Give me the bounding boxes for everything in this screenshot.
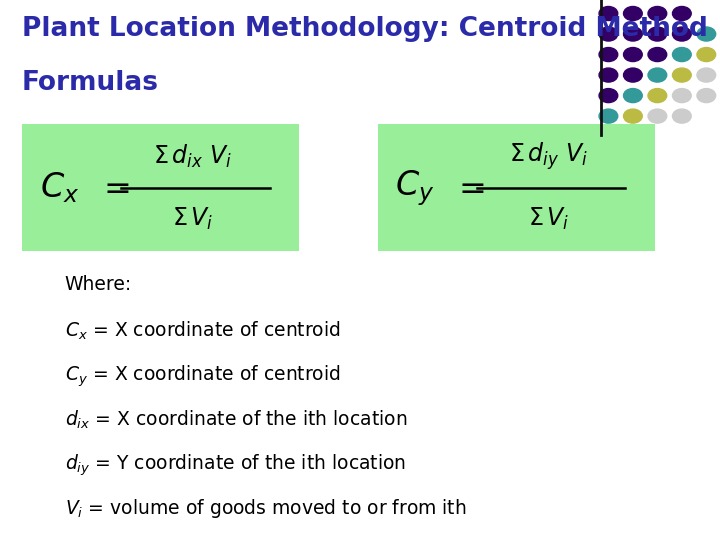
Circle shape xyxy=(599,89,618,103)
Circle shape xyxy=(648,68,667,82)
Circle shape xyxy=(672,89,691,103)
Text: Plant Location Methodology: Centroid Method: Plant Location Methodology: Centroid Met… xyxy=(22,16,708,42)
Circle shape xyxy=(599,68,618,82)
Text: $\Sigma\,d_{iy}\ V_i$: $\Sigma\,d_{iy}\ V_i$ xyxy=(509,140,588,172)
FancyBboxPatch shape xyxy=(378,124,655,251)
Circle shape xyxy=(697,89,716,103)
Text: Formulas: Formulas xyxy=(22,70,158,96)
FancyBboxPatch shape xyxy=(22,124,299,251)
Circle shape xyxy=(697,68,716,82)
Circle shape xyxy=(599,109,618,123)
Text: $C_y$: $C_y$ xyxy=(395,168,434,207)
Text: $V_i$ = volume of goods moved to or from ith: $V_i$ = volume of goods moved to or from… xyxy=(65,497,467,520)
Circle shape xyxy=(624,89,642,103)
Circle shape xyxy=(624,6,642,21)
Text: $d_{ix}$ = X coordinate of the ith location: $d_{ix}$ = X coordinate of the ith locat… xyxy=(65,408,408,430)
Text: $=$: $=$ xyxy=(452,171,485,204)
Text: $=$: $=$ xyxy=(97,171,130,204)
Text: $\Sigma\,V_i$: $\Sigma\,V_i$ xyxy=(528,206,570,232)
Circle shape xyxy=(648,27,667,41)
Text: $\Sigma\,d_{ix}\ V_i$: $\Sigma\,d_{ix}\ V_i$ xyxy=(153,143,233,170)
Text: $C_x$ = X coordinate of centroid: $C_x$ = X coordinate of centroid xyxy=(65,320,341,342)
Circle shape xyxy=(624,109,642,123)
Circle shape xyxy=(672,109,691,123)
Circle shape xyxy=(648,89,667,103)
Text: Where:: Where: xyxy=(65,275,132,294)
Circle shape xyxy=(672,68,691,82)
Circle shape xyxy=(624,27,642,41)
Circle shape xyxy=(599,6,618,21)
Circle shape xyxy=(648,109,667,123)
Circle shape xyxy=(624,48,642,62)
Circle shape xyxy=(599,48,618,62)
Circle shape xyxy=(672,6,691,21)
Text: $C_y$ = X coordinate of centroid: $C_y$ = X coordinate of centroid xyxy=(65,364,341,389)
Text: $C_x$: $C_x$ xyxy=(40,170,79,205)
Circle shape xyxy=(624,68,642,82)
Circle shape xyxy=(697,27,716,41)
Circle shape xyxy=(648,6,667,21)
Circle shape xyxy=(672,27,691,41)
Text: $\Sigma\,V_i$: $\Sigma\,V_i$ xyxy=(172,206,214,232)
Text: $d_{iy}$ = Y coordinate of the ith location: $d_{iy}$ = Y coordinate of the ith locat… xyxy=(65,453,406,478)
Circle shape xyxy=(648,48,667,62)
Circle shape xyxy=(599,27,618,41)
Circle shape xyxy=(697,48,716,62)
Circle shape xyxy=(672,48,691,62)
